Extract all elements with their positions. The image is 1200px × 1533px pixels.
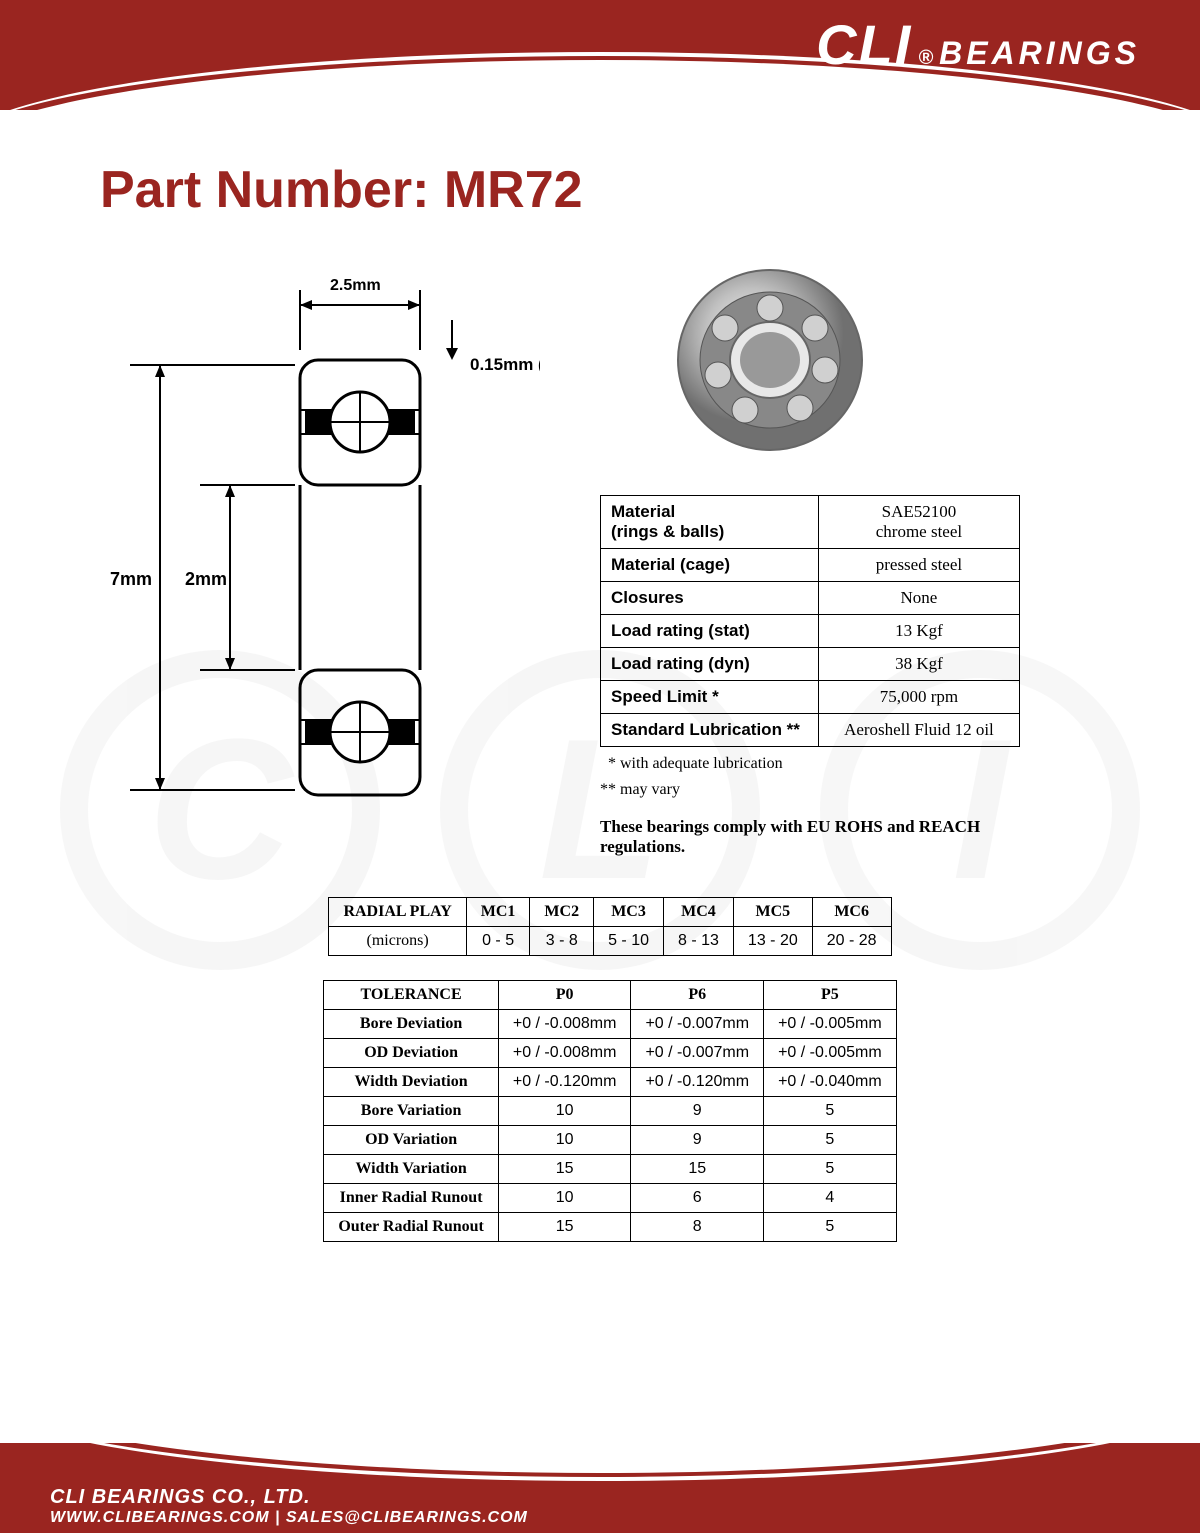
logo-cli-text: CLI [816, 12, 912, 77]
tolerance-value-cell: 5 [764, 1097, 897, 1126]
tolerance-row-label: Outer Radial Runout [324, 1213, 499, 1242]
tolerance-row-label: Width Variation [324, 1155, 499, 1184]
header-band: CLI ® BEARINGS [0, 0, 1200, 110]
part-number-title: Part Number: MR72 [100, 160, 1120, 220]
tolerance-row-label: Inner Radial Runout [324, 1184, 499, 1213]
spec-note-1: * with adequate lubrication [600, 755, 1120, 773]
spec-label: Load rating (dyn) [601, 648, 819, 681]
tolerance-value-cell: 10 [498, 1184, 631, 1213]
tolerance-row-label: OD Deviation [324, 1039, 499, 1068]
tolerance-value-cell: 9 [631, 1097, 764, 1126]
tolerance-value-cell: +0 / -0.005mm [764, 1010, 897, 1039]
bearing-photo [670, 260, 870, 460]
logo-bearings-text: BEARINGS [939, 35, 1140, 72]
tolerance-value-cell: +0 / -0.120mm [498, 1068, 631, 1097]
tolerance-row-label: Bore Deviation [324, 1010, 499, 1039]
tolerance-row-label: OD Variation [324, 1126, 499, 1155]
spec-label: Speed Limit * [601, 681, 819, 714]
spec-value: None [818, 582, 1019, 615]
tolerance-value-cell: +0 / -0.120mm [631, 1068, 764, 1097]
tolerance-value-cell: 15 [498, 1213, 631, 1242]
radial-header-cell: MC4 [664, 898, 734, 927]
tolerance-value-cell: 4 [764, 1184, 897, 1213]
tolerance-value-cell: 15 [498, 1155, 631, 1184]
specifications-table: Material (rings & balls)SAE52100 chrome … [600, 495, 1020, 747]
tolerance-table: TOLERANCEP0P6P5 Bore Deviation+0 / -0.00… [323, 980, 896, 1242]
dim-chamfer-label: 0.15mm (min.) [470, 355, 540, 374]
tolerance-value-cell: +0 / -0.008mm [498, 1039, 631, 1068]
radial-value-cell: 13 - 20 [733, 927, 812, 956]
tolerance-header-cell: TOLERANCE [324, 981, 499, 1010]
radial-header-cell: MC2 [530, 898, 594, 927]
dim-od-label: 7mm [110, 569, 152, 589]
tolerance-value-cell: 8 [631, 1213, 764, 1242]
radial-value-cell: 8 - 13 [664, 927, 734, 956]
footer-contact: WWW.CLIBEARINGS.COM | SALES@CLIBEARINGS.… [50, 1509, 528, 1527]
tolerance-value-cell: +0 / -0.008mm [498, 1010, 631, 1039]
tolerance-header-cell: P0 [498, 981, 631, 1010]
spec-value: SAE52100 chrome steel [818, 496, 1019, 549]
spec-note-2: ** may vary [600, 781, 1120, 799]
tolerance-value-cell: 10 [498, 1097, 631, 1126]
brand-logo: CLI ® BEARINGS [816, 12, 1140, 77]
tolerance-value-cell: +0 / -0.007mm [631, 1039, 764, 1068]
tolerance-value-cell: 6 [631, 1184, 764, 1213]
tolerance-value-cell: 9 [631, 1126, 764, 1155]
radial-header-cell: MC3 [594, 898, 664, 927]
tolerance-value-cell: 5 [764, 1213, 897, 1242]
radial-value-cell: 20 - 28 [812, 927, 891, 956]
spec-value: 38 Kgf [818, 648, 1019, 681]
tolerance-value-cell: +0 / -0.005mm [764, 1039, 897, 1068]
spec-label: Material (rings & balls) [601, 496, 819, 549]
radial-header-cell: MC5 [733, 898, 812, 927]
tolerance-value-cell: +0 / -0.040mm [764, 1068, 897, 1097]
compliance-notice: These bearings comply with EU ROHS and R… [600, 817, 1000, 857]
tolerance-header-cell: P5 [764, 981, 897, 1010]
spec-label: Load rating (stat) [601, 615, 819, 648]
spec-label: Standard Lubrication ** [601, 714, 819, 747]
radial-value-cell: 3 - 8 [530, 927, 594, 956]
radial-header-cell: MC1 [466, 898, 530, 927]
tolerance-value-cell: 5 [764, 1126, 897, 1155]
tolerance-value-cell: 15 [631, 1155, 764, 1184]
spec-value: Aeroshell Fluid 12 oil [818, 714, 1019, 747]
spec-label: Closures [601, 582, 819, 615]
dim-width-label: 2.5mm [330, 277, 381, 294]
spec-value: 13 Kgf [818, 615, 1019, 648]
radial-header-cell: RADIAL PLAY [329, 898, 466, 927]
tolerance-row-label: Bore Variation [324, 1097, 499, 1126]
tolerance-row-label: Width Deviation [324, 1068, 499, 1097]
radial-value-cell: 0 - 5 [466, 927, 530, 956]
radial-play-table: RADIAL PLAYMC1MC2MC3MC4MC5MC6 (microns)0… [328, 897, 891, 956]
tolerance-value-cell: 5 [764, 1155, 897, 1184]
technical-diagram: 2.5mm 0.15mm (min.) 7mm 2mm [100, 260, 540, 825]
footer-band: CLI BEARINGS CO., LTD. WWW.CLIBEARINGS.C… [0, 1443, 1200, 1533]
radial-value-cell: 5 - 10 [594, 927, 664, 956]
logo-reg-mark: ® [918, 47, 933, 70]
tolerance-value-cell: +0 / -0.007mm [631, 1010, 764, 1039]
tolerance-header-cell: P6 [631, 981, 764, 1010]
radial-unit-cell: (microns) [329, 927, 466, 956]
radial-header-cell: MC6 [812, 898, 891, 927]
footer-company: CLI BEARINGS CO., LTD. [50, 1486, 528, 1509]
spec-value: 75,000 rpm [818, 681, 1019, 714]
spec-label: Material (cage) [601, 549, 819, 582]
dim-id-label: 2mm [185, 569, 227, 589]
tolerance-value-cell: 10 [498, 1126, 631, 1155]
spec-value: pressed steel [818, 549, 1019, 582]
